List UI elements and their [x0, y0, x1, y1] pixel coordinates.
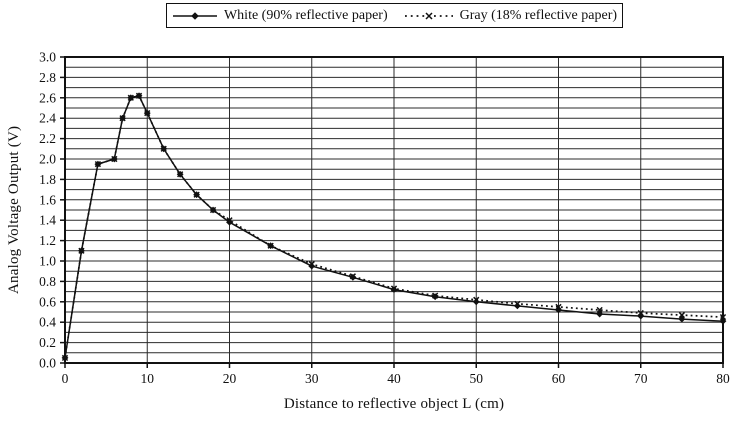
x-axis-title: Distance to reflective object L (cm) — [283, 396, 505, 412]
marker-x — [127, 94, 134, 101]
y-tick-label: 0.6 — [39, 294, 56, 309]
y-tick-label: 3.0 — [39, 50, 56, 65]
y-tick-label: 0.8 — [39, 274, 56, 289]
marker-x — [473, 296, 480, 303]
marker-x — [349, 273, 357, 280]
y-tick-label: 2.4 — [39, 111, 56, 126]
x-tick-label: 40 — [387, 371, 401, 386]
y-tick-label: 2.2 — [39, 131, 56, 146]
x-tick-label: 70 — [634, 371, 648, 386]
marker-x — [637, 309, 644, 317]
y-tick-label: 1.8 — [39, 172, 56, 187]
y-tick-label: 2.0 — [39, 152, 56, 167]
marker-x — [209, 206, 217, 214]
marker-diamond — [226, 218, 233, 226]
marker-x — [193, 191, 200, 198]
marker-x — [144, 109, 151, 117]
solid-line-diamond-marker-icon — [172, 11, 217, 20]
y-tick-label: 1.2 — [39, 233, 56, 248]
marker-x — [119, 115, 126, 122]
dotted-line-x-marker-icon — [404, 11, 453, 20]
marker-x — [719, 313, 727, 321]
marker-x — [308, 260, 315, 268]
legend: White (90% reflective paper) Gray (18% r… — [166, 3, 623, 28]
y-tick-label: 2.6 — [39, 90, 56, 105]
x-tick-label: 30 — [305, 371, 319, 386]
y-tick-label: 0.2 — [39, 335, 56, 350]
y-tick-label: 0.4 — [39, 315, 56, 330]
legend-label-gray: Gray (18% reflective paper) — [459, 7, 618, 23]
legend-item-gray: Gray (18% reflective paper) — [404, 8, 617, 24]
marker-x — [226, 217, 233, 224]
y-tick-label: 1.0 — [39, 254, 56, 269]
y-axis-title: Analog Voltage Output (V) — [6, 125, 22, 295]
marker-x — [160, 145, 167, 152]
marker-diamond — [719, 317, 727, 325]
marker-x — [78, 247, 85, 254]
marker-diamond — [308, 262, 316, 270]
marker-x — [596, 306, 603, 314]
marker-x — [514, 300, 521, 307]
y-tick-label: 1.4 — [39, 213, 56, 228]
y-tick-label: 1.6 — [39, 192, 56, 207]
x-tick-label: 20 — [223, 371, 237, 386]
marker-x — [555, 303, 562, 311]
y-tick-label: 2.8 — [39, 70, 56, 85]
marker-x — [111, 155, 118, 163]
x-tick-label: 10 — [141, 371, 155, 386]
marker-x — [61, 354, 69, 362]
marker-x — [177, 171, 184, 178]
legend-label-white: White (90% reflective paper) — [223, 7, 388, 23]
legend-item-white: White (90% reflective paper) — [172, 8, 388, 24]
x-tick-label: 0 — [62, 371, 69, 386]
x-tick-label: 80 — [716, 371, 730, 386]
marker-x — [390, 285, 398, 292]
marker-x — [94, 160, 102, 168]
marker-x — [135, 92, 143, 99]
marker-x — [678, 311, 686, 319]
marker-x — [267, 242, 274, 249]
marker-x — [431, 292, 439, 299]
x-tick-label: 60 — [552, 371, 566, 386]
y-tick-label: 0.0 — [39, 356, 56, 371]
marker-diamond — [513, 302, 521, 310]
x-tick-label: 50 — [470, 371, 484, 386]
